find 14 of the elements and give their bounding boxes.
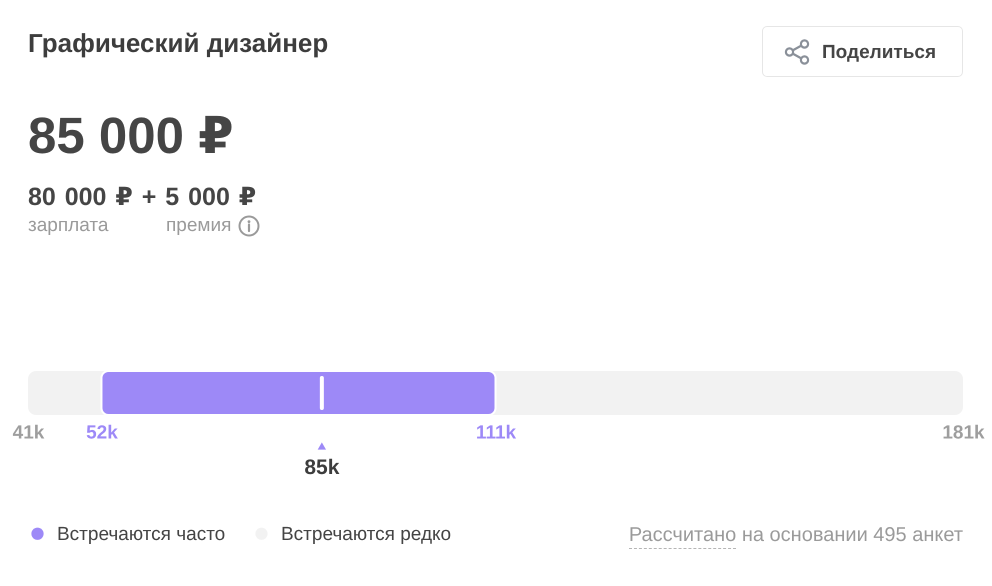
x-tick-label: 41k: [12, 422, 45, 444]
x-tick-label: 111k: [476, 422, 517, 444]
x-tick-label: 181k: [942, 422, 986, 444]
text: премия: [166, 215, 232, 236]
x-tick-label: 52k: [86, 422, 118, 444]
text: Поделиться: [822, 42, 936, 63]
text: 80 000 ₽ + 5 000 ₽: [28, 183, 256, 211]
ref-line-label: 85k: [304, 456, 340, 479]
legend-label: Встречаются часто: [57, 524, 226, 545]
chart-title: Графический дизайнер: [28, 28, 328, 58]
text: зарплата: [28, 215, 108, 236]
chart-subtitle: 85 000 ₽: [28, 107, 234, 164]
text: Рассчитано на основании 495 анкет: [628, 524, 963, 548]
legend-label: Встречаются редко: [281, 524, 452, 545]
